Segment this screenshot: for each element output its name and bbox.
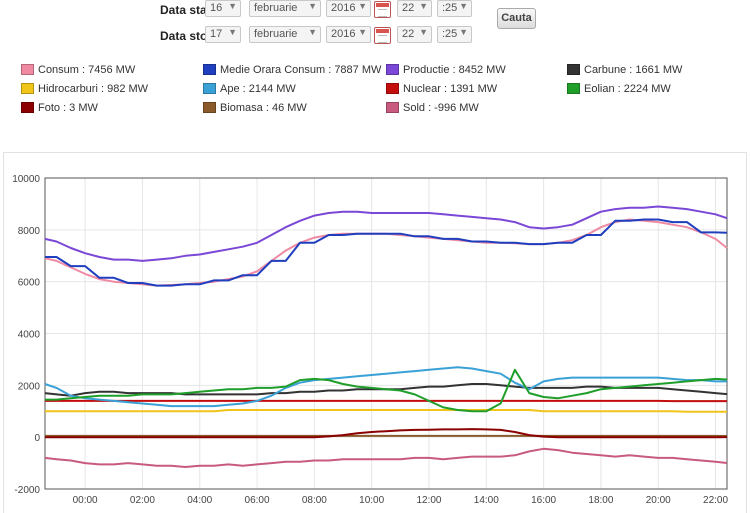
stop-minute-select[interactable]: :25 ▼ <box>437 26 472 43</box>
x-tick-label: 14:00 <box>474 495 499 506</box>
legend-swatch <box>386 64 399 75</box>
legend-swatch <box>567 64 580 75</box>
stop-month-select[interactable]: februarie ▼ <box>249 26 321 43</box>
filter-stop-row: Data stop 17 ▼ februarie ▼ 2016 ▼ 22 ▼ :25 ▼ <box>0 26 750 48</box>
y-tick-label: 6000 <box>18 278 41 289</box>
chevron-down-icon: ▼ <box>459 1 468 11</box>
legend-label: Nuclear : 1391 MW <box>403 83 498 95</box>
x-tick-label: 20:00 <box>646 495 671 506</box>
legend-swatch <box>386 83 399 94</box>
stop-label: Data stop <box>160 29 215 43</box>
x-tick-label: 10:00 <box>359 495 384 506</box>
chevron-down-icon: ▼ <box>228 1 237 11</box>
x-tick-label: 08:00 <box>302 495 327 506</box>
legend-swatch <box>21 64 34 75</box>
x-tick-label: 00:00 <box>73 495 98 506</box>
chevron-down-icon: ▼ <box>358 1 367 11</box>
y-tick-label: 0 <box>34 433 40 444</box>
chevron-down-icon: ▼ <box>228 27 237 37</box>
start-year-select[interactable]: 2016 ▼ <box>326 0 371 17</box>
y-tick-label: 10000 <box>12 174 40 185</box>
plot-area <box>44 177 728 490</box>
chevron-down-icon: ▼ <box>419 1 428 11</box>
chevron-down-icon: ▼ <box>459 27 468 37</box>
start-day-select[interactable]: 16 ▼ <box>205 0 241 17</box>
stop-year-select[interactable]: 2016 ▼ <box>326 26 371 43</box>
legend-swatch <box>203 102 216 113</box>
legend-swatch <box>203 64 216 75</box>
stop-hour-select[interactable]: 22 ▼ <box>397 26 432 43</box>
legend-label: Eolian : 2224 MW <box>584 83 671 95</box>
series-line-sold <box>44 447 728 468</box>
chevron-down-icon: ▼ <box>308 1 317 11</box>
legend-swatch <box>386 102 399 113</box>
legend-label: Sold : -996 MW <box>403 102 479 114</box>
legend-label: Medie Orara Consum : 7887 MW <box>220 64 382 76</box>
legend-swatch <box>21 102 34 113</box>
series-line-ape <box>44 366 727 408</box>
x-tick-label: 04:00 <box>187 495 212 506</box>
legend-swatch <box>567 83 580 94</box>
x-tick-label: 12:00 <box>416 495 441 506</box>
legend-label: Carbune : 1661 MW <box>584 64 683 76</box>
series-line-hidrocarburi <box>45 409 727 413</box>
start-hour-select[interactable]: 22 ▼ <box>397 0 432 17</box>
start-label: Data start <box>160 3 216 17</box>
calendar-icon[interactable] <box>374 1 391 18</box>
y-tick-label: 2000 <box>18 381 41 392</box>
legend-swatch <box>21 83 34 94</box>
stop-day-select[interactable]: 17 ▼ <box>205 26 241 43</box>
x-tick-label: 18:00 <box>588 495 613 506</box>
legend-swatch <box>203 83 216 94</box>
y-tick-label: 4000 <box>18 330 41 341</box>
series-line-medie-orara-consum <box>45 218 728 287</box>
x-tick-label: 02:00 <box>130 495 155 506</box>
chevron-down-icon: ▼ <box>358 27 367 37</box>
search-button[interactable]: Cauta <box>497 8 536 29</box>
chevron-down-icon: ▼ <box>419 27 428 37</box>
calendar-icon[interactable] <box>374 27 391 44</box>
legend-label: Consum : 7456 MW <box>38 64 136 76</box>
legend-label: Ape : 2144 MW <box>220 83 296 95</box>
x-tick-label: 06:00 <box>245 495 270 506</box>
chevron-down-icon: ▼ <box>308 27 317 37</box>
legend-label: Hidrocarburi : 982 MW <box>38 83 149 95</box>
legend-label: Biomasa : 46 MW <box>220 102 307 114</box>
series-line-productie <box>44 205 728 262</box>
start-minute-select[interactable]: :25 ▼ <box>437 0 472 17</box>
y-tick-label: -2000 <box>14 485 40 496</box>
y-tick-label: 8000 <box>18 226 41 237</box>
x-tick-label: 22:00 <box>703 495 728 506</box>
legend-label: Productie : 8452 MW <box>403 64 506 76</box>
series-line-eolian <box>45 368 728 413</box>
filter-start-row: Data start 16 ▼ februarie ▼ 2016 ▼ 22 ▼ :25 ▼ <box>0 0 750 22</box>
x-tick-label: 16:00 <box>531 495 556 506</box>
series-line-foto <box>45 428 728 439</box>
legend-label: Foto : 3 MW <box>38 102 98 114</box>
start-month-select[interactable]: februarie ▼ <box>249 0 321 17</box>
